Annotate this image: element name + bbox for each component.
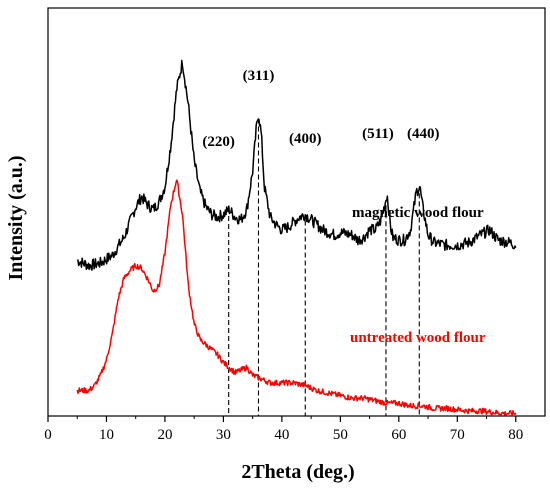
plot-border [47,7,546,417]
x-tick-label: 60 [391,427,406,443]
peak-label: (440) [407,126,440,142]
x-tick-label: 70 [450,427,465,443]
x-tick-label: 10 [99,427,114,443]
x-tick-label: 50 [333,427,348,443]
peak-reference-lines [228,118,420,416]
peak-label: (220) [202,134,235,150]
series-line-untreated-wood-flour [76,179,517,417]
series-label-untreated-wood-flour: untreated wood flour [350,330,486,346]
x-axis-ticks: 0 10 20 30 40 50 60 70 80 [44,416,523,443]
series-lines [76,59,517,417]
x-axis-title: 2Theta (deg.) [241,461,354,483]
series-line-magnetic-wood-flour [76,59,517,271]
peak-label: (511) [362,126,394,142]
peak-label: (400) [289,131,322,147]
x-tick-label: 40 [274,427,289,443]
x-tick-label: 30 [216,427,231,443]
series-label-magnetic-wood-flour: magnetic wood flour [352,205,484,221]
x-tick-label: 80 [508,427,523,443]
peak-label: (311) [243,68,275,84]
y-axis-title: Intensity (a.u.) [5,155,27,280]
peak-labels: (220) (311) (400) (511) (440) [202,68,439,150]
x-tick-label: 20 [157,427,172,443]
x-tick-label: 0 [44,427,52,443]
plot-frame [47,7,546,417]
